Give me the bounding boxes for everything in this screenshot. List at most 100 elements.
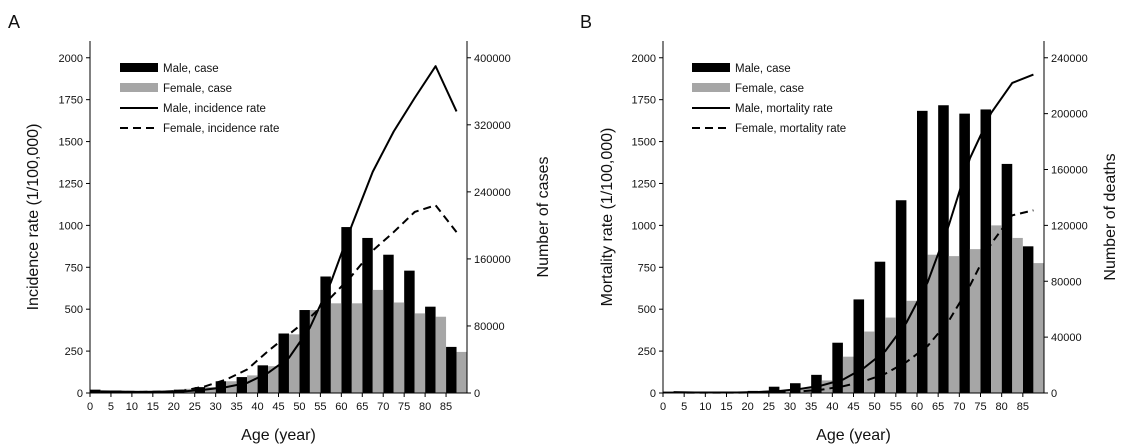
male-case-bar (90, 389, 101, 393)
x-tick-label: 5 (108, 401, 114, 413)
male-case-bar (446, 346, 457, 393)
x-tick-label: 60 (335, 401, 347, 413)
left-tick-label: 250 (638, 346, 656, 358)
left-tick-label: 1250 (632, 178, 656, 190)
female-case-bar (991, 225, 1002, 393)
male-case-bar (980, 109, 992, 393)
panel-label: B (580, 12, 592, 32)
right-axis-label: Number of cases (535, 157, 552, 278)
female-case-bar (456, 351, 467, 393)
male-case-bar (853, 299, 865, 393)
left-tick-label: 2000 (59, 53, 83, 65)
x-tick-label: 45 (272, 401, 284, 413)
x-tick-label: 15 (720, 401, 732, 413)
male-case-bar (425, 306, 436, 393)
legend-label: Male, mortality rate (735, 103, 833, 115)
x-tick-label: 70 (953, 401, 965, 413)
left-axis-label: Mortality rate (1/100,000) (599, 128, 616, 307)
left-tick-label: 1750 (59, 95, 83, 107)
x-tick-label: 20 (168, 401, 180, 413)
male-case-bar (895, 200, 907, 393)
left-tick-label: 500 (65, 304, 83, 316)
male-case-bar (341, 227, 352, 393)
x-tick-label: 55 (314, 401, 326, 413)
male-case-bar (1022, 246, 1034, 393)
x-tick-label: 70 (377, 401, 389, 413)
legend-label: Male, case (163, 63, 219, 75)
x-tick-label: 25 (189, 401, 201, 413)
female-case-bar (435, 316, 447, 393)
male-case-bar (404, 270, 415, 393)
legend-swatch (692, 63, 730, 72)
right-tick-label: 240000 (474, 187, 511, 199)
x-axis-label: Age (year) (241, 427, 316, 444)
right-tick-label: 40000 (1051, 332, 1082, 344)
female-case-bar (268, 366, 279, 393)
right-tick-label: 320000 (474, 120, 511, 132)
x-tick-label: 65 (932, 401, 944, 413)
x-tick-label: 25 (763, 401, 775, 413)
x-tick-label: 85 (440, 401, 452, 413)
male-case-bar (362, 237, 373, 393)
x-tick-label: 80 (419, 401, 431, 413)
male-case-bar (663, 391, 674, 393)
right-tick-label: 0 (1051, 388, 1057, 400)
panel-a: A025050075010001250150017502000080000160… (8, 12, 552, 444)
x-tick-label: 15 (147, 401, 159, 413)
x-tick-label: 35 (805, 401, 817, 413)
male-case-bar (874, 261, 886, 393)
x-tick-label: 80 (996, 401, 1008, 413)
left-tick-label: 1500 (59, 137, 83, 149)
x-tick-label: 10 (699, 401, 711, 413)
left-tick-label: 500 (638, 304, 656, 316)
legend-label: Male, incidence rate (163, 103, 266, 115)
male-case-bar (236, 377, 248, 393)
female-case-bar (948, 256, 960, 393)
x-tick-label: 0 (660, 401, 666, 413)
left-axis-label: Incidence rate (1/100,000) (25, 124, 42, 311)
left-tick-label: 0 (77, 388, 83, 400)
female-case-bar (288, 334, 300, 393)
x-axis-label: Age (year) (816, 427, 891, 444)
x-tick-label: 65 (356, 401, 368, 413)
male-case-bar (959, 113, 970, 393)
left-tick-label: 1750 (632, 95, 656, 107)
legend: Male, case Female, case Male, incidence ra… (120, 63, 279, 135)
legend-swatch (120, 63, 158, 72)
female-case-bar (247, 375, 258, 393)
female-case-bar (414, 313, 426, 393)
female-case-bar (205, 387, 216, 393)
male-case-bar (1001, 163, 1013, 393)
x-tick-label: 10 (126, 401, 138, 413)
left-tick-label: 2000 (632, 53, 656, 65)
right-tick-label: 240000 (1051, 53, 1088, 65)
female-case-bar (351, 303, 363, 393)
x-tick-label: 50 (293, 401, 305, 413)
male-case-bar (320, 276, 331, 393)
left-tick-label: 1250 (59, 178, 83, 190)
female-case-bar (969, 249, 981, 393)
female-case-bar (226, 381, 237, 393)
left-tick-label: 1000 (59, 220, 83, 232)
female-case-bar (906, 300, 917, 393)
legend-label: Female, incidence rate (163, 123, 279, 135)
x-tick-label: 50 (869, 401, 881, 413)
right-tick-label: 400000 (474, 53, 511, 65)
female-rate-line (100, 204, 458, 393)
female-case-bar (1033, 263, 1044, 393)
female-case-bar (372, 289, 384, 393)
male-case-bar (768, 386, 780, 393)
female-case-bar (309, 310, 321, 393)
male-case-bar (832, 342, 843, 393)
left-tick-label: 750 (65, 262, 83, 274)
female-case-bar (927, 254, 939, 393)
legend-label: Female, case (163, 83, 232, 95)
x-tick-label: 30 (210, 401, 222, 413)
left-tick-label: 1500 (632, 137, 656, 149)
x-tick-label: 75 (398, 401, 410, 413)
female-case-bar (1012, 237, 1023, 393)
male-case-bar (257, 365, 269, 393)
legend-label: Female, case (735, 83, 804, 95)
male-case-bar (917, 110, 928, 393)
